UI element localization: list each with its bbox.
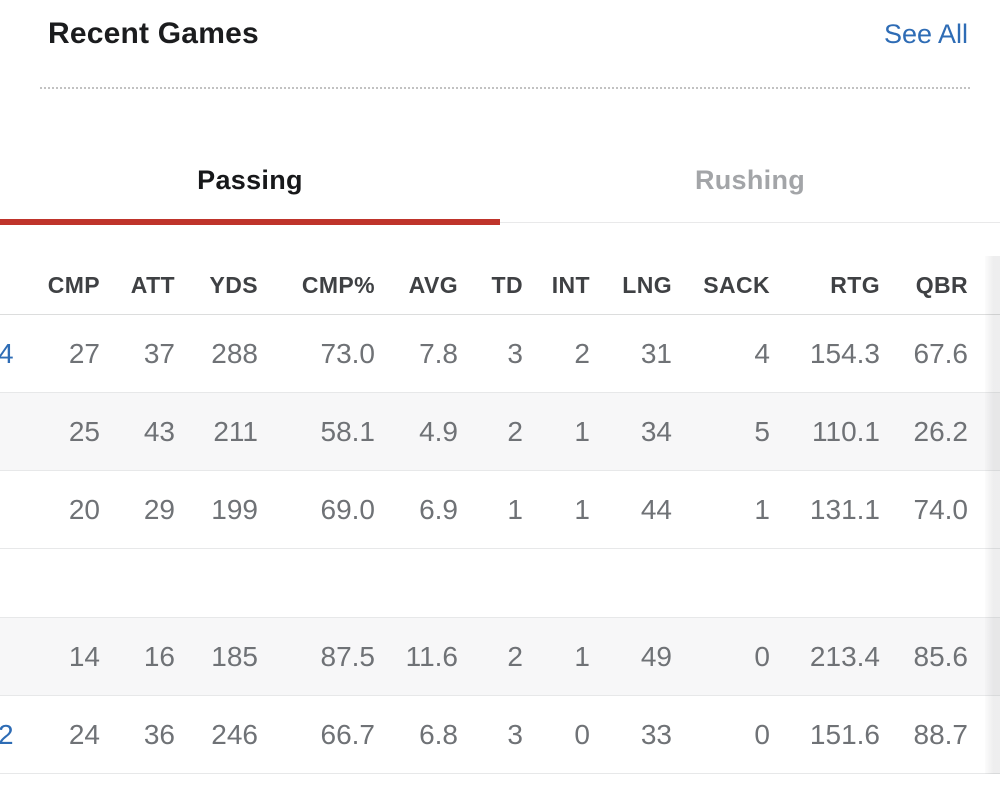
stat-cell-cmppct: 58.1 [320, 415, 376, 447]
table-row: 2 24 36 246 66.7 6.8 3 0 33 0 151.6 88.7 [0, 696, 1000, 774]
stat-cell-qbr: 74.0 [913, 493, 969, 525]
stat-cell-sack: 1 [754, 493, 770, 525]
column-header-att: ATT [130, 271, 175, 298]
stat-cell-cmp: 24 [68, 718, 100, 750]
stat-cell-yds: 288 [211, 337, 258, 369]
stat-cell-cmppct: 73.0 [320, 337, 376, 369]
stat-cell-sack: 5 [754, 415, 770, 447]
score-link-partial[interactable]: 4 [0, 337, 14, 369]
table-row: 25 43 211 58.1 4.9 2 1 34 5 110.1 26.2 [0, 393, 1000, 471]
recent-games-header: Recent Games See All [0, 0, 1000, 52]
stat-cell-int: 1 [574, 640, 590, 672]
stat-cell-lng: 33 [640, 718, 672, 750]
stat-cell-yds: 199 [211, 493, 258, 525]
stat-cell-rtg: 154.3 [809, 337, 880, 369]
stat-cell-rtg: 213.4 [809, 640, 880, 672]
stat-cell-sack: 0 [754, 718, 770, 750]
score-link-partial[interactable]: 2 [0, 718, 14, 750]
stat-cell-avg: 6.9 [419, 493, 458, 525]
stat-cell-int: 1 [574, 415, 590, 447]
tab-rushing[interactable]: Rushing [500, 135, 1000, 225]
table-row: 4 27 37 288 73.0 7.8 3 2 31 4 154.3 67.6 [0, 315, 1000, 393]
stat-cell-cmp: 25 [68, 415, 100, 447]
stat-cell-int: 0 [574, 718, 590, 750]
page-title: Recent Games [48, 17, 259, 50]
stat-cell-avg: 11.6 [405, 640, 458, 672]
table-row-empty [0, 549, 1000, 618]
stat-cell-td: 2 [507, 640, 523, 672]
stat-cell-cmppct: 69.0 [320, 493, 376, 525]
column-header-cmp: CMP [47, 271, 100, 298]
stat-cell-cmppct: 66.7 [320, 718, 376, 750]
dotted-divider [40, 87, 970, 89]
tab-passing-label: Passing [197, 164, 303, 195]
stat-cell-yds: 185 [211, 640, 258, 672]
column-header-cmppct: CMP% [301, 271, 375, 298]
tab-rushing-label: Rushing [694, 164, 806, 195]
passing-stats-table: CMP ATT YDS CMP% AVG TD INT LNG SACK RTG QBR 4 27 37… [0, 256, 1000, 774]
stat-cell-rtg: 151.6 [809, 718, 880, 750]
stat-cell-yds: 246 [211, 718, 258, 750]
stat-cell-att: 29 [143, 493, 175, 525]
stat-cell-qbr: 85.6 [913, 640, 969, 672]
column-header-qbr: QBR [915, 271, 968, 298]
stat-cell-sack: 4 [754, 337, 770, 369]
see-all-link[interactable]: See All [883, 19, 968, 49]
column-header-td: TD [491, 271, 523, 298]
stat-cell-td: 2 [507, 415, 523, 447]
table-row: 20 29 199 69.0 6.9 1 1 44 1 131.1 74.0 [0, 471, 1000, 549]
inactive-tab-underline [500, 222, 1000, 223]
column-header-sack: SACK [703, 271, 770, 298]
stat-cell-att: 43 [143, 415, 175, 447]
stat-cell-rtg: 110.1 [812, 415, 880, 447]
table-body: 4 27 37 288 73.0 7.8 3 2 31 4 154.3 67.6 25 43 211 58.1… [0, 315, 1000, 774]
stat-cell-avg: 4.9 [419, 415, 458, 447]
stat-cell-td: 3 [507, 718, 523, 750]
stat-cell-cmppct: 87.5 [320, 640, 376, 672]
column-header-rtg: RTG [830, 271, 880, 298]
stat-category-tabs: Passing Rushing [0, 135, 1000, 225]
tab-passing[interactable]: Passing [0, 135, 500, 225]
stat-cell-att: 36 [143, 718, 175, 750]
stat-cell-cmp: 20 [68, 493, 100, 525]
stat-cell-lng: 49 [640, 640, 672, 672]
column-header-avg: AVG [408, 271, 458, 298]
stat-cell-rtg: 131.1 [809, 493, 880, 525]
table-header-row: CMP ATT YDS CMP% AVG TD INT LNG SACK RTG QBR [0, 256, 1000, 315]
stat-cell-cmp: 14 [68, 640, 100, 672]
column-header-yds: YDS [209, 271, 258, 298]
stat-cell-lng: 34 [640, 415, 672, 447]
active-tab-underline [0, 219, 500, 225]
stat-cell-lng: 44 [640, 493, 672, 525]
stat-cell-avg: 7.8 [419, 337, 458, 369]
stat-cell-int: 1 [574, 493, 590, 525]
stat-cell-att: 16 [143, 640, 175, 672]
column-header-int: INT [551, 271, 590, 298]
stat-cell-avg: 6.8 [419, 718, 458, 750]
stat-cell-int: 2 [574, 337, 590, 369]
stat-cell-lng: 31 [640, 337, 672, 369]
stat-cell-qbr: 26.2 [913, 415, 969, 447]
stat-cell-yds: 211 [213, 415, 258, 447]
table-row: 14 16 185 87.5 11.6 2 1 49 0 213.4 85.6 [0, 618, 1000, 696]
stat-cell-td: 1 [507, 493, 523, 525]
stat-cell-td: 3 [507, 337, 523, 369]
stat-cell-cmp: 27 [68, 337, 100, 369]
column-header-lng: LNG [622, 271, 672, 298]
stat-cell-att: 37 [143, 337, 175, 369]
stat-cell-qbr: 67.6 [913, 337, 969, 369]
stat-cell-sack: 0 [754, 640, 770, 672]
stat-cell-qbr: 88.7 [913, 718, 969, 750]
